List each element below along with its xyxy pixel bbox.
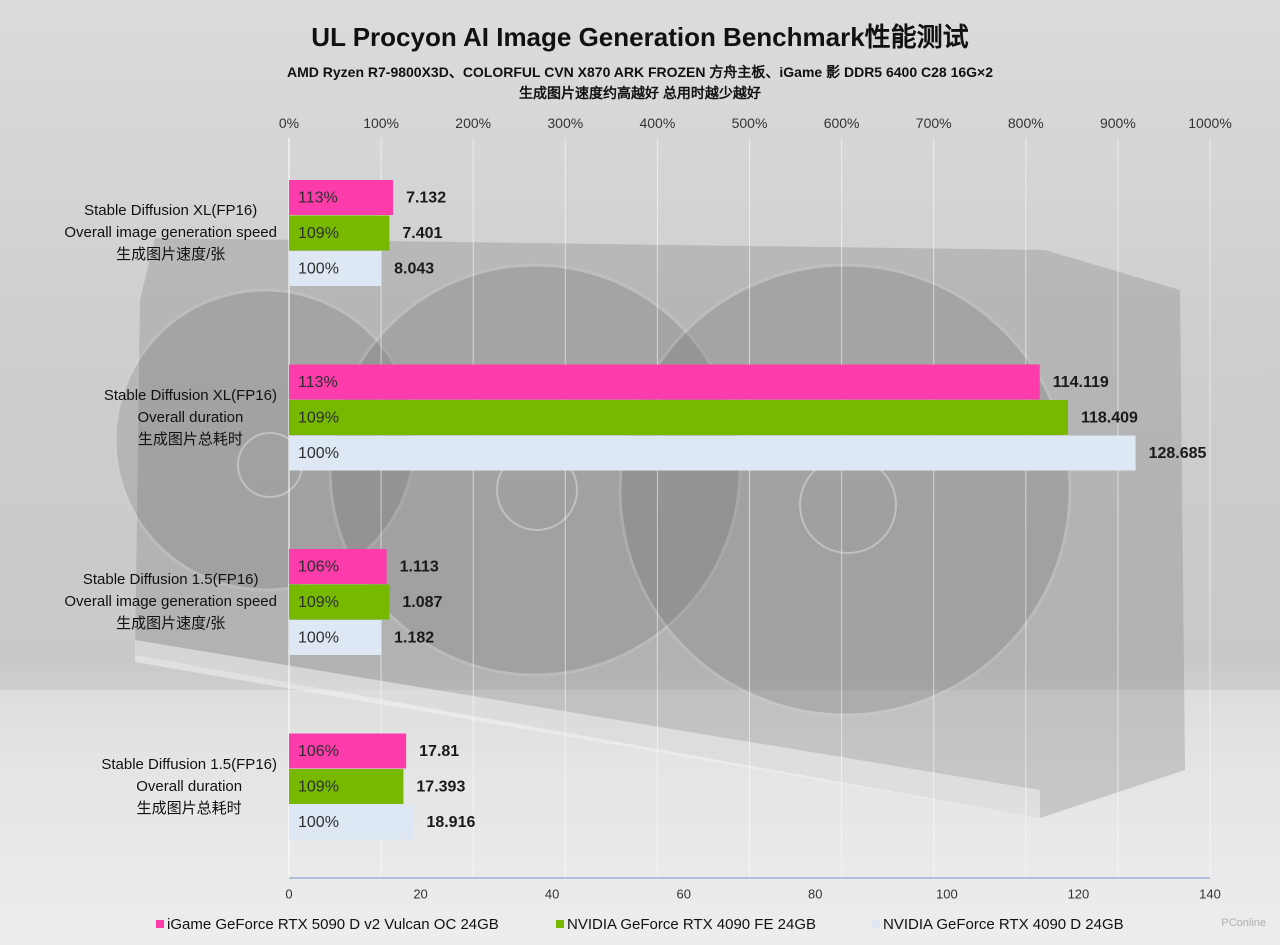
bar: [289, 215, 390, 251]
bar-percent-label: 100%: [298, 260, 339, 277]
bar: [289, 251, 382, 286]
category-label-line: Stable Diffusion XL(FP16): [84, 202, 258, 220]
gpu-silver-edge: [135, 640, 1040, 818]
bar: [289, 400, 1068, 435]
bar-value-label: 8.043: [394, 260, 434, 277]
bar: [289, 180, 394, 215]
bar: [289, 584, 390, 620]
bar-value-label: 7.401: [402, 225, 442, 242]
category-label-line: Stable Diffusion 1.5(FP16): [82, 571, 259, 589]
category-label-line: 生成图片总耗时: [136, 799, 242, 817]
bar: [289, 435, 1136, 471]
bar-percent-label: 100%: [298, 814, 339, 831]
category-label-line: 生成图片速度/张: [116, 615, 226, 633]
bar-value-label: 7.132: [406, 189, 446, 206]
bar-value-label: 18.916: [426, 814, 475, 831]
bottom-axis-tick-label: 100: [936, 887, 958, 902]
chart-subtitle: 生成图片速度约高越好 总用时越少越好: [519, 85, 761, 101]
bottom-axis-tick-label: 20: [413, 887, 427, 902]
category-label: Stable Diffusion 1.5(FP16) Overall durati…: [101, 754, 277, 820]
top-axis-tick-label: 900%: [1100, 115, 1136, 131]
bottom-axis-tick-label: 80: [808, 887, 822, 902]
bar-value-label: 118.409: [1081, 409, 1138, 426]
bar-value-label: 128.685: [1149, 445, 1207, 462]
bar-group: 106% 1.113 109% 1.087 100% 1.182: [289, 549, 443, 655]
legend-item: iGame GeForce RTX 5090 D v2 Vulcan OC 24…: [156, 914, 499, 934]
bar: [289, 769, 404, 804]
top-axis-tick-label: 800%: [1008, 115, 1044, 131]
bar-percent-label: 113%: [298, 189, 338, 206]
legend-swatch: [156, 920, 164, 928]
legend-item: NVIDIA GeForce RTX 4090 FE 24GB: [556, 914, 816, 934]
bar-value-label: 114.119: [1053, 374, 1109, 391]
bar-percent-label: 109%: [298, 225, 339, 242]
bar: [289, 733, 407, 769]
gridlines: [380, 138, 1211, 878]
bar-value-label: 17.81: [419, 743, 459, 760]
bottom-axis-ticks: 0 20 40 60 80 100 120 140: [285, 887, 1220, 902]
bar-percent-label: 106%: [298, 743, 339, 760]
legend-label: NVIDIA GeForce RTX 4090 FE 24GB: [567, 915, 816, 933]
bar: [289, 804, 414, 840]
bottom-axis-tick-label: 40: [545, 887, 559, 902]
top-axis-tick-label: 0%: [279, 115, 299, 131]
category-label-line: Overall image generation speed: [64, 593, 277, 611]
category-label: Stable Diffusion 1.5(FP16) Overall image …: [64, 569, 277, 635]
bar-group: 113% 7.132 109% 7.401 100% 8.043: [289, 180, 446, 286]
bar-percent-label: 109%: [298, 409, 339, 426]
top-axis-tick-label: 600%: [824, 115, 860, 131]
top-axis-tick-label: 300%: [547, 115, 583, 131]
category-label-line: 生成图片总耗时: [137, 430, 243, 448]
bar: [289, 549, 387, 584]
chart-title: UL Procyon AI Image Generation Benchmark…: [311, 22, 969, 52]
legend-swatch: [556, 920, 564, 928]
top-axis-tick-label: 400%: [639, 115, 675, 131]
bar-percent-label: 109%: [298, 594, 339, 611]
category-label-line: Stable Diffusion 1.5(FP16): [101, 755, 277, 773]
bar-value-label: 17.393: [416, 778, 465, 795]
top-axis-ticks: 0% 100% 200% 300% 400% 500% 600% 700% 800% 900% 10…: [279, 115, 1232, 131]
bar: [289, 364, 1040, 400]
legend-label: iGame GeForce RTX 5090 D v2 Vulcan OC 24…: [167, 915, 499, 933]
top-axis-tick-label: 500%: [732, 115, 768, 131]
bar-value-label: 1.113: [400, 558, 439, 575]
bar-group: 113% 114.119 109% 118.409 100% 128.685: [289, 364, 1207, 471]
bar-group: 106% 17.81 109% 17.393 100% 18.916: [289, 733, 475, 840]
legend-label: NVIDIA GeForce RTX 4090 D 24GB: [883, 915, 1124, 933]
bar-percent-label: 113%: [298, 374, 338, 391]
legend-item: NVIDIA GeForce RTX 4090 D 24GB: [872, 914, 1124, 934]
bottom-axis-tick-label: 140: [1199, 887, 1221, 902]
bar-percent-label: 100%: [298, 445, 339, 462]
bar-percent-label: 106%: [298, 558, 339, 575]
top-axis-tick-label: 100%: [363, 115, 399, 131]
legend-swatch: [872, 920, 880, 928]
bar: [289, 620, 382, 655]
bottom-axis-tick-label: 0: [285, 887, 292, 902]
bar-value-label: 1.087: [402, 594, 442, 611]
bottom-axis-tick-label: 120: [1068, 887, 1090, 902]
category-label-line: 生成图片速度/张: [116, 246, 226, 264]
category-label: Stable Diffusion XL(FP16) Overall duratio…: [104, 385, 277, 451]
category-label-line: Overall duration: [136, 777, 243, 795]
top-axis-tick-label: 200%: [455, 115, 491, 131]
category-label-line: Overall duration: [137, 408, 244, 426]
watermark: PConline: [1221, 917, 1266, 929]
bottom-axis-tick-label: 60: [676, 887, 690, 902]
bar-percent-label: 109%: [298, 778, 339, 795]
top-axis-tick-label: 1000%: [1188, 115, 1232, 131]
chart-subtitle: AMD Ryzen R7-9800X3D、COLORFUL CVN X870 A…: [286, 64, 994, 80]
category-label-line: Stable Diffusion XL(FP16): [103, 386, 277, 404]
top-axis-tick-label: 700%: [916, 115, 952, 131]
category-label: Stable Diffusion XL(FP16) Overall image g…: [64, 200, 277, 266]
category-label-line: Overall image generation speed: [64, 224, 277, 242]
bar-percent-label: 100%: [298, 629, 339, 646]
bar-value-label: 1.182: [394, 629, 434, 646]
